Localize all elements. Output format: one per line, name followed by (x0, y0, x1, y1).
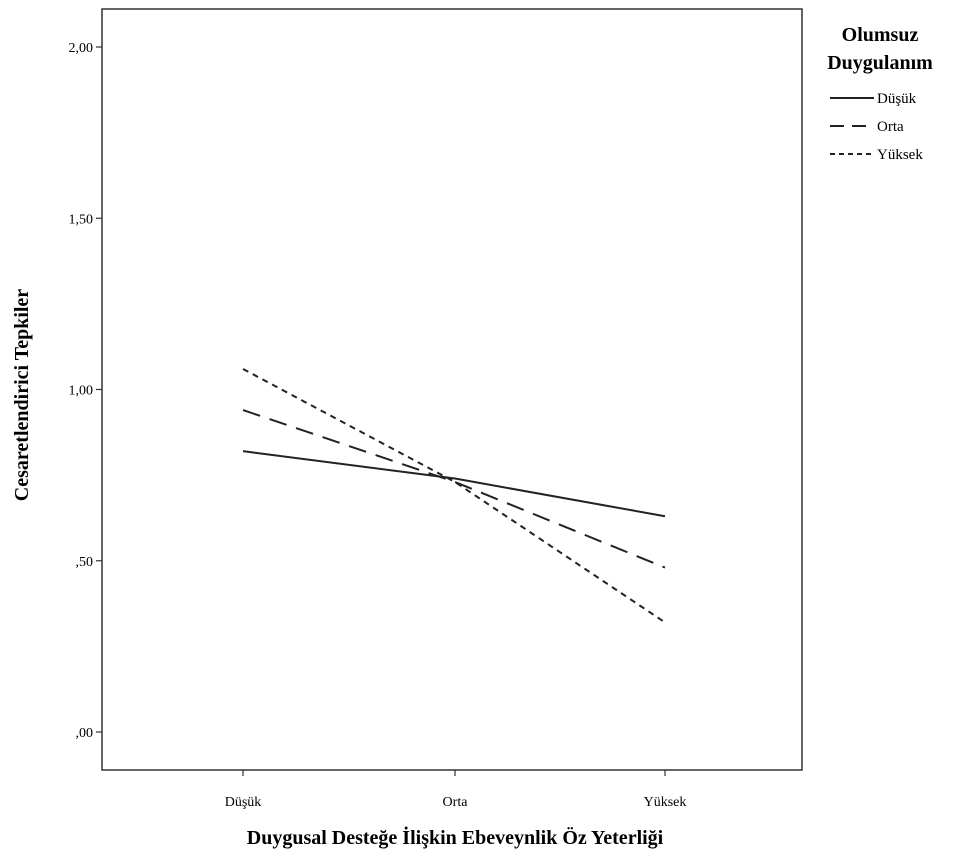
legend-label: Yüksek (877, 147, 923, 163)
legend-items: Düşük Orta Yüksek (830, 91, 923, 163)
legend-title-line-2: Duygulanım (827, 52, 933, 74)
x-tick-label: Düşük (225, 795, 262, 810)
y-axis: ,00 ,50 1,00 1,50 2,00 (69, 41, 102, 741)
y-tick-label: 1,50 (69, 212, 94, 227)
legend-label: Orta (877, 119, 904, 135)
legend-label: Düşük (877, 91, 917, 107)
y-axis-title: Cesaretlendirici Tepkiler (11, 289, 33, 502)
legend-title-line-1: Olumsuz (842, 24, 919, 46)
plot-frame (101, 8, 803, 771)
y-tick-label: ,00 (76, 726, 94, 741)
y-tick-label: ,50 (76, 555, 94, 570)
y-tick-label: 2,00 (69, 41, 94, 56)
series-lines (242, 368, 666, 624)
x-tick-label: Yüksek (644, 795, 687, 810)
series-line-3 (242, 368, 666, 624)
y-tick-label: 1,00 (69, 384, 94, 399)
x-tick-label: Orta (443, 795, 469, 810)
x-axis: Düşük Orta Yüksek (225, 770, 687, 810)
legend: Olumsuz Duygulanım Düşük Orta Yüksek (827, 24, 933, 163)
series-line-2 (242, 409, 666, 569)
series-line-1 (242, 450, 666, 518)
x-axis-title: Duygusal Desteğe İlişkin Ebeveynlik Öz Y… (247, 825, 664, 849)
